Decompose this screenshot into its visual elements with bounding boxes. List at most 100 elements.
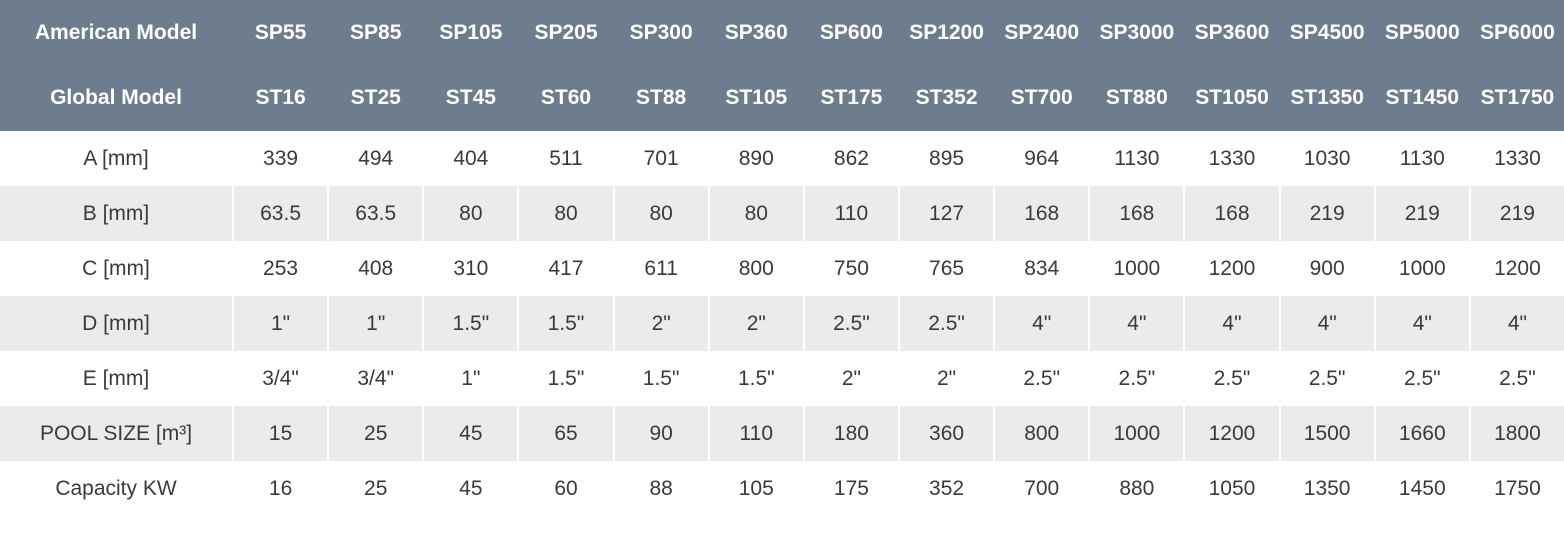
table-cell: 4" bbox=[1090, 296, 1184, 351]
row-label: A [mm] bbox=[83, 146, 149, 170]
table-cell: 1" bbox=[234, 296, 328, 351]
header-row: Global Model ST16 ST25 ST45 ST60 ST88 ST105 ST1… bbox=[0, 65, 1564, 130]
table-cell: 834 bbox=[1024, 256, 1060, 280]
table-cell: 3/4" bbox=[262, 366, 299, 390]
header-cell: ST60 bbox=[540, 85, 592, 109]
table-cell: 168 bbox=[995, 186, 1089, 241]
table-cell: 2" bbox=[841, 366, 861, 390]
table-row: C [mm] 253 408 310 417 611 800 750 765 834 1000 120… bbox=[0, 241, 1564, 296]
table-cell: 110 bbox=[804, 186, 898, 241]
table-cell: 2" bbox=[937, 366, 957, 390]
table-cell: 1000 bbox=[1113, 256, 1161, 280]
table-cell: 1750 bbox=[1494, 476, 1541, 500]
header-cell: SP85 bbox=[350, 20, 402, 44]
header-cell: SP55 bbox=[254, 20, 307, 44]
table-cell: 110 bbox=[709, 406, 803, 461]
table-cell: 611 bbox=[644, 256, 678, 280]
table-cell: 1" bbox=[461, 366, 481, 390]
table-row: B [mm] 63.5 63.5 80 80 80 80 110 127 168 168 168 219… bbox=[0, 186, 1564, 241]
table-cell: 219 bbox=[1280, 186, 1374, 241]
table-cell: 80 bbox=[424, 186, 518, 241]
table-cell: 4" bbox=[995, 296, 1089, 351]
table-cell: 900 bbox=[1309, 256, 1345, 280]
header-cell: ST1750 bbox=[1480, 85, 1555, 109]
table-header: American Model SP55 SP85 SP105 SP205 SP300 SP3… bbox=[0, 0, 1564, 131]
table-cell: 63.5 bbox=[234, 186, 328, 241]
table-cell: 1800 bbox=[1470, 406, 1564, 461]
table-row: E [mm] 3/4" 3/4" 1" 1.5" 1.5" 1.5" 2" 2" 2.5" 2.5"… bbox=[0, 351, 1564, 406]
header-cell: ST700 bbox=[1010, 85, 1073, 109]
table-cell: 1500 bbox=[1280, 406, 1374, 461]
header-cell: ST1050 bbox=[1195, 85, 1269, 109]
header-cell: ST105 bbox=[725, 85, 788, 109]
table-cell: 80 bbox=[519, 186, 613, 241]
table-cell: 408 bbox=[358, 256, 394, 280]
table-cell: 2.5" bbox=[1499, 366, 1536, 390]
table-cell: 4" bbox=[1375, 296, 1469, 351]
header-cell: SP1200 bbox=[909, 20, 984, 44]
table-cell: 701 bbox=[643, 146, 679, 170]
table-cell: 511 bbox=[549, 146, 583, 170]
table-cell: 45 bbox=[459, 476, 483, 500]
table-cell: 404 bbox=[453, 146, 489, 170]
table-cell: 4" bbox=[1470, 296, 1564, 351]
header-cell: SP6000 bbox=[1480, 20, 1555, 44]
header-cell: ST1350 bbox=[1290, 85, 1364, 109]
header-cell: ST880 bbox=[1105, 85, 1168, 109]
header-cell: SP300 bbox=[629, 20, 693, 44]
table-cell: 25 bbox=[364, 476, 388, 500]
table-cell: 80 bbox=[614, 186, 708, 241]
table-cell: 1330 bbox=[1208, 146, 1256, 170]
table-cell: 105 bbox=[738, 476, 774, 500]
table-cell: 2" bbox=[614, 296, 708, 351]
table-cell: 1000 bbox=[1090, 406, 1184, 461]
table-cell: 1.5" bbox=[547, 366, 585, 390]
header-label: American Model bbox=[34, 20, 198, 44]
specs-table: American Model SP55 SP85 SP105 SP205 SP300 SP3… bbox=[0, 0, 1564, 500]
header-cell: SP5000 bbox=[1384, 20, 1460, 44]
table-cell: 1350 bbox=[1303, 476, 1351, 500]
header-cell: SP600 bbox=[819, 20, 883, 44]
table-cell: 862 bbox=[833, 146, 869, 170]
table-cell: 16 bbox=[268, 476, 293, 500]
table-cell: 60 bbox=[554, 476, 578, 500]
header-cell: SP105 bbox=[439, 20, 503, 44]
table-cell: 1200 bbox=[1494, 256, 1541, 280]
table-cell: 2.5" bbox=[1403, 366, 1441, 390]
table-cell: 63.5 bbox=[329, 186, 423, 241]
row-label: E [mm] bbox=[82, 366, 150, 390]
header-cell: SP360 bbox=[724, 20, 788, 44]
table-cell: 1.5" bbox=[424, 296, 518, 351]
row-label: D [mm] bbox=[0, 296, 232, 351]
table-cell: 1130 bbox=[1399, 146, 1445, 170]
table-cell: 45 bbox=[424, 406, 518, 461]
header-label: Global Model bbox=[50, 85, 182, 109]
header-cell: SP205 bbox=[534, 20, 598, 44]
table-cell: 175 bbox=[833, 476, 869, 500]
table-cell: 700 bbox=[1024, 476, 1060, 500]
table-cell: 1.5" bbox=[737, 366, 775, 390]
table-cell: 800 bbox=[995, 406, 1089, 461]
table-cell: 1" bbox=[329, 296, 423, 351]
table-cell: 310 bbox=[453, 256, 489, 280]
table-cell: 1.5" bbox=[642, 366, 680, 390]
table-cell: 2.5" bbox=[1023, 366, 1061, 390]
table-cell: 2.5" bbox=[900, 296, 994, 351]
header-cell: ST16 bbox=[255, 85, 306, 109]
table-cell: 800 bbox=[738, 256, 774, 280]
row-label: B [mm] bbox=[0, 186, 232, 241]
table-cell: 3/4" bbox=[357, 366, 395, 390]
table-cell: 2.5" bbox=[804, 296, 898, 351]
table-cell: 1.5" bbox=[519, 296, 613, 351]
header-cell: SP4500 bbox=[1289, 20, 1365, 44]
table-cell: 1450 bbox=[1398, 476, 1446, 500]
header-cell: SP3000 bbox=[1099, 20, 1175, 44]
table-cell: 180 bbox=[804, 406, 898, 461]
table-cell: 895 bbox=[929, 146, 965, 170]
table-cell: 2.5" bbox=[1213, 366, 1251, 390]
table-cell: 4" bbox=[1280, 296, 1374, 351]
header-cell: SP2400 bbox=[1004, 20, 1080, 44]
table-cell: 964 bbox=[1024, 146, 1060, 170]
table-cell: 80 bbox=[709, 186, 803, 241]
table-cell: 1030 bbox=[1303, 146, 1351, 170]
